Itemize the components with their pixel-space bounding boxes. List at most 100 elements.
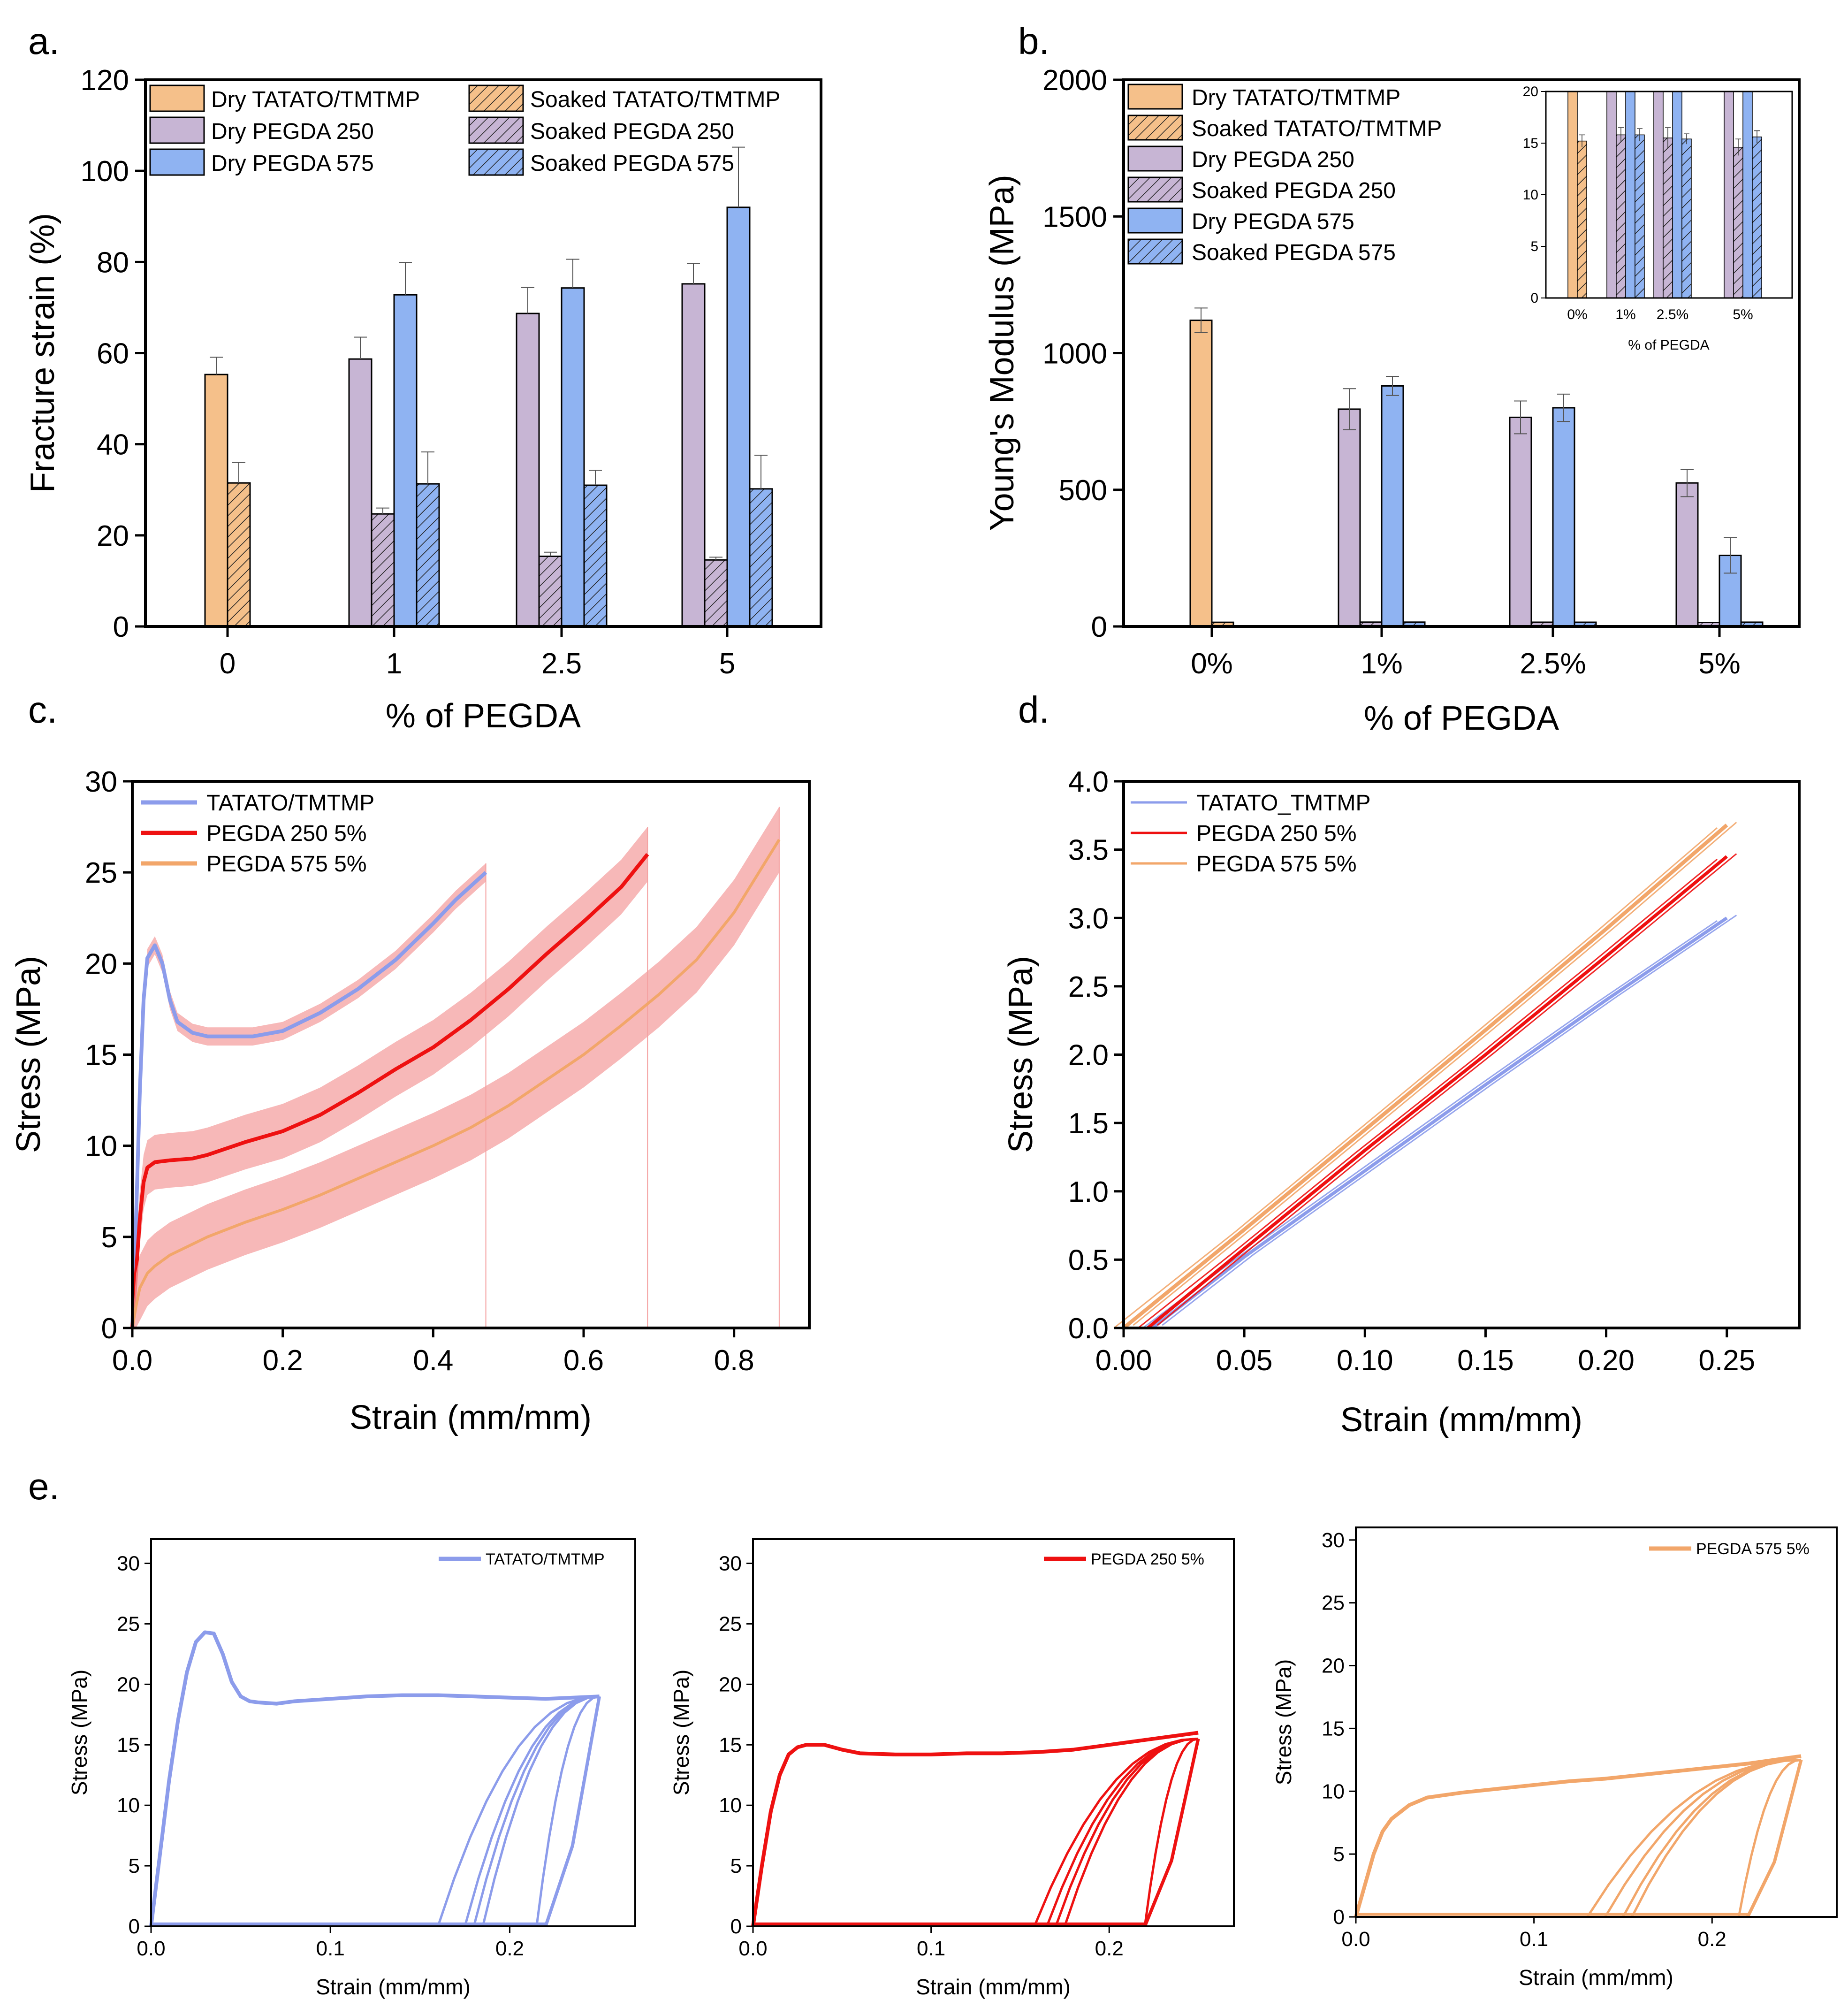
panel-c-chart: 0.0 0.2 0.4 0.6 0.8 0 5 10 15 20 25 30 Strain (mm/m…	[10, 766, 811, 1436]
inset-bar-2-3	[1724, 91, 1734, 298]
legend-b-swatch-soaked-tatato	[1127, 114, 1183, 141]
inset-bar-4-3	[1742, 91, 1753, 298]
bar-a-5-2	[583, 484, 608, 627]
panel-b-xlabel: % of PEGDA	[1364, 700, 1559, 737]
panel-d-xlabel: Strain (mm/mm)	[1340, 1401, 1582, 1439]
xtick-label-d-3: 0.15	[1457, 1344, 1514, 1377]
xtick-label-d-5: 0.25	[1698, 1344, 1755, 1377]
legend-e0-label: TATATO/TMTMP	[486, 1550, 605, 1568]
xtick-label-c-3: 0.6	[563, 1344, 604, 1377]
panel-d-legend: TATATO_TMTMP PEGDA 250 5% PEGDA 575 5%	[1131, 791, 1371, 877]
legend-label-dry-tatato: Dry TATATO/TMTMP	[211, 87, 420, 112]
band-c-0	[132, 863, 486, 1328]
ytick-label-a-5: 100	[81, 155, 129, 188]
e-cycle-0-0	[437, 1695, 600, 1927]
ytick-label-b-1: 500	[1059, 474, 1107, 507]
inset-ytick-label-1: 5	[1530, 239, 1538, 254]
panel-a-chart: 0 20 40 60 80 100 120 0 1 2.5 5 % of PEGDA Fractur…	[24, 64, 822, 735]
xtick-label-d-4: 0.20	[1578, 1344, 1635, 1377]
bar-a-3-3	[704, 559, 728, 627]
panel-b-legend: Dry TATATO/TMTMP Soaked TATATO/TMTMP Dry…	[1127, 84, 1442, 265]
e-ytick-label-1-2: 10	[719, 1794, 742, 1817]
bar-a-2-3	[681, 283, 706, 627]
ytick-label-d-6: 3.0	[1068, 902, 1109, 935]
e-ytick-label-1-0: 0	[730, 1915, 742, 1938]
e-ytick-label-0-6: 30	[117, 1552, 140, 1575]
legend-swatch-dry-peg250	[149, 116, 205, 144]
e-xtick-label-1-0: 0.0	[738, 1937, 767, 1960]
panel-e-subplot-tatato: 0.0 0.1 0.2 0 5 10 15 20 25 30 Strain (mm/mm) Str…	[67, 1538, 636, 1999]
legend-b-swatch-dry-peg250	[1127, 145, 1183, 172]
inset-ytick-label-3: 15	[1523, 136, 1538, 151]
series-line-d-2	[1122, 824, 1728, 1330]
replicate-d-1-2	[1147, 856, 1727, 1329]
legend-c-label-peg575: PEGDA 575 5%	[206, 852, 367, 877]
inset-ytick-label-2: 10	[1523, 187, 1538, 203]
inset-bar-4-2	[1672, 91, 1682, 298]
bar-a-2-2	[516, 313, 540, 627]
legend-swatch-dry-tatato	[149, 84, 205, 112]
inset-bar-3-3	[1733, 147, 1743, 298]
panel-c-legend: TATATO/TMTMP PEGDA 250 5% PEGDA 575 5%	[141, 791, 374, 877]
e-ytick-label-1-6: 30	[719, 1552, 742, 1575]
ytick-label-a-0: 0	[113, 611, 129, 643]
bar-a-4-3	[726, 206, 751, 627]
xtick-label-d-1: 0.05	[1216, 1344, 1273, 1377]
e-ytick-label-0-5: 25	[117, 1612, 140, 1635]
e-xtick-label-1-2: 0.2	[1095, 1937, 1124, 1960]
xtick-label-a-2: 2.5	[541, 648, 582, 680]
xtick-label-b-1: 1%	[1361, 648, 1403, 680]
e-ytick-label-1-3: 15	[719, 1733, 742, 1756]
panel-a-legend: Dry TATATO/TMTMP Dry PEGDA 250 Dry PEGDA…	[149, 84, 780, 176]
e-load-curve-1	[751, 1731, 1199, 1927]
e-load-curve-2	[1354, 1754, 1802, 1918]
bar-a-5-1	[416, 483, 440, 627]
e-ytick-label-1-1: 5	[730, 1854, 742, 1877]
e-ytick-label-0-3: 15	[117, 1733, 140, 1756]
panel-e2-ylabel: Stress (MPa)	[1271, 1659, 1296, 1785]
xtick-label-c-4: 0.8	[714, 1344, 754, 1377]
ytick-label-d-4: 2.0	[1068, 1039, 1109, 1072]
replicate-d-2-1	[1113, 827, 1718, 1329]
ytick-label-c-4: 20	[85, 948, 117, 980]
e-unload-0	[544, 1696, 601, 1927]
band-c-2	[132, 807, 779, 1328]
inset-xtick-label-1: 1%	[1615, 307, 1635, 322]
legend-label-soaked-tatato: Soaked TATATO/TMTMP	[530, 87, 780, 112]
e-ytick-label-2-6: 30	[1322, 1529, 1345, 1552]
replicate-d-1-1	[1137, 858, 1718, 1329]
inset-xtick-label-2: 2.5%	[1657, 307, 1688, 322]
bar-b-2-1	[1338, 408, 1361, 627]
e-ytick-label-2-3: 15	[1322, 1717, 1345, 1740]
inset-ytick-label-0: 0	[1530, 290, 1538, 306]
e-xtick-label-0-0: 0.0	[137, 1937, 165, 1960]
xtick-label-b-3: 5%	[1698, 648, 1741, 680]
ytick-label-b-3: 1500	[1042, 201, 1107, 233]
ytick-label-c-1: 5	[101, 1221, 117, 1254]
legend-e2-label: PEGDA 575 5%	[1696, 1540, 1810, 1558]
ytick-label-a-2: 40	[97, 429, 129, 461]
legend-b-label-soaked-peg575: Soaked PEGDA 575	[1192, 240, 1396, 265]
e-xtick-label-1-1: 0.1	[917, 1937, 945, 1960]
e-ytick-label-0-2: 10	[117, 1794, 140, 1817]
replicate-d-2-2	[1123, 824, 1727, 1329]
panel-e1-ylabel: Stress (MPa)	[669, 1670, 693, 1795]
ytick-label-d-0: 0.0	[1068, 1313, 1109, 1345]
legend-label-soaked-peg250: Soaked PEGDA 250	[530, 119, 734, 144]
e-cycle-2-3	[1631, 1758, 1802, 1918]
legend-d-label-peg575: PEGDA 575 5%	[1196, 852, 1357, 877]
panel-label-b: b.	[1018, 20, 1049, 62]
e-xtick-label-0-2: 0.2	[495, 1937, 524, 1960]
ytick-label-a-4: 80	[97, 246, 129, 279]
bar-a-3-2	[538, 555, 563, 627]
ytick-label-a-6: 120	[81, 64, 129, 97]
xtick-label-a-3: 5	[719, 648, 735, 680]
inset-bar-1-0	[1577, 140, 1587, 298]
legend-label-dry-peg575: Dry PEGDA 575	[211, 151, 374, 176]
e-ytick-label-2-5: 25	[1322, 1592, 1345, 1615]
bar-a-3-1	[371, 513, 395, 627]
band-c-1	[132, 827, 648, 1328]
e-load-curve-0	[149, 1630, 600, 1927]
panel-b-chart: 0 500 1000 1500 2000 0% 1% 2.5% 5% % of PEGDA Yo…	[983, 64, 1801, 737]
ytick-label-c-3: 15	[85, 1039, 117, 1072]
